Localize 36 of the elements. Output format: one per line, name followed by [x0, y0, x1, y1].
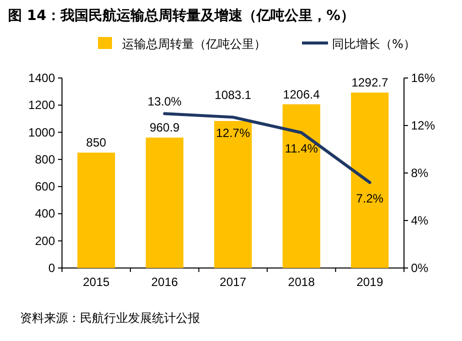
y-tick-label: 800 [34, 152, 56, 166]
data-label: 960.9 [150, 120, 180, 135]
bar [214, 121, 252, 268]
data-label: 1083.1 [214, 88, 252, 102]
y2-tick-label: 12% [411, 118, 436, 132]
data-label: 1292.7 [351, 76, 388, 90]
text: 资料来源：民航行业发展统计公报 [20, 311, 200, 325]
data-label: 7.2% [356, 192, 384, 206]
y2-tick-label: 4% [411, 214, 429, 228]
legend-label: 运输总周转量（亿吨公里） [122, 37, 266, 51]
y2-tick-label: 8% [411, 166, 429, 180]
chart-title: 图 14：我国民航运输总周转量及增速（亿吨公里，%） [8, 7, 354, 24]
data-label: 12.7% [216, 126, 250, 140]
data-label: 13.0% [148, 94, 182, 109]
y-tick-label: 200 [34, 234, 56, 248]
y-tick-label: 1200 [28, 98, 56, 112]
bar [350, 92, 389, 268]
data-label: 11.4% [284, 142, 318, 156]
y2-tick-label: 16% [411, 71, 436, 85]
bar [146, 138, 184, 268]
y-tick-label: 1000 [28, 125, 56, 140]
x-tick-label: 2015 [82, 275, 110, 289]
bar [77, 152, 116, 268]
x-tick-label: 2018 [288, 275, 316, 289]
x-tick-label: 2017 [220, 275, 247, 289]
y2-tick-label: 0% [411, 261, 429, 275]
y-tick-label: 1400 [28, 71, 56, 85]
x-tick-label: 2019 [356, 275, 384, 289]
y-tick-label: 600 [34, 180, 56, 194]
x-tick-label: 2016 [151, 275, 178, 289]
y-tick-label: 400 [34, 206, 56, 221]
y-tick-label: 0 [48, 261, 56, 275]
legend-label: 同比增长（%） [332, 37, 416, 51]
data-label: 1206.4 [283, 87, 320, 102]
bar [282, 104, 320, 268]
data-label: 850 [86, 136, 107, 150]
